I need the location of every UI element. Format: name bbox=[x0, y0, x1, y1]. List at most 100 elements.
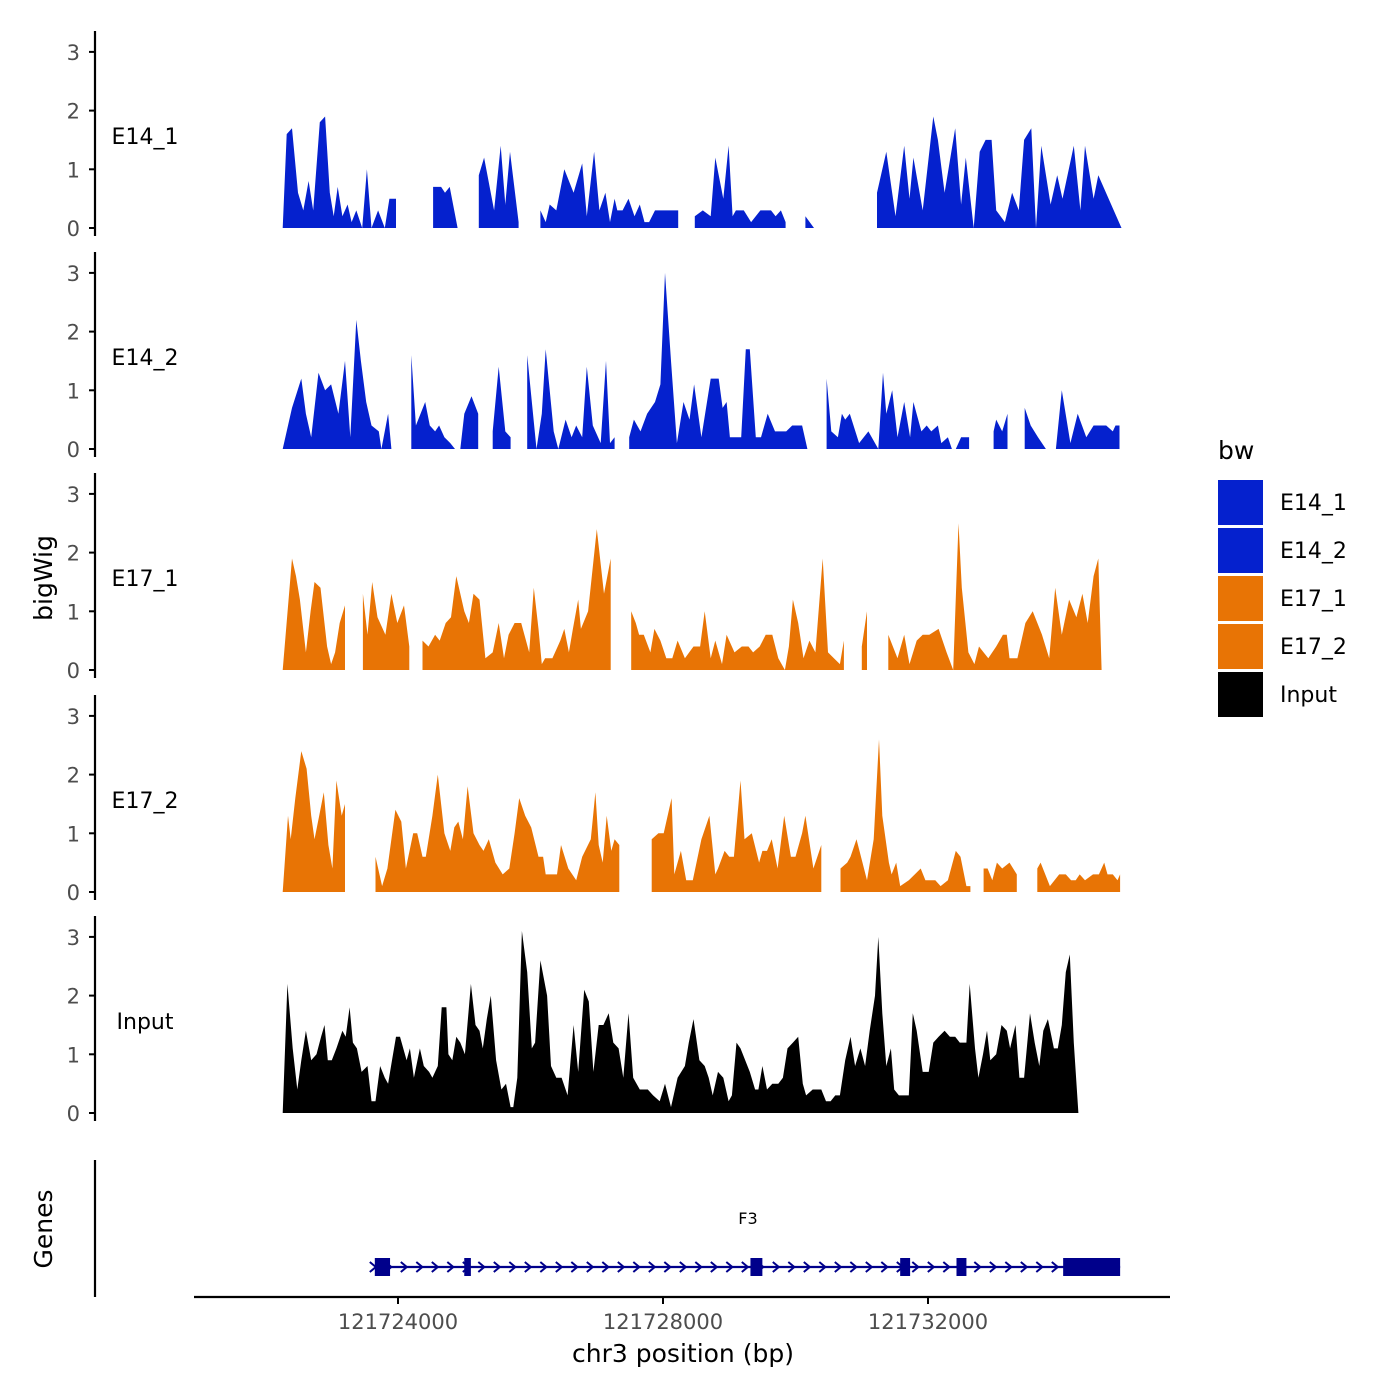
track-Input: 0 1 2 3 Input bbox=[67, 916, 1083, 1126]
strand-arrow bbox=[1051, 1261, 1060, 1273]
track-label: E14_2 bbox=[112, 346, 179, 371]
track-E17_1: 0 1 2 3 E17_1 bbox=[67, 473, 1102, 683]
strand-arrow bbox=[648, 1261, 657, 1273]
y-tick-label: 2 bbox=[67, 985, 80, 1009]
coverage-tracks: 0 1 2 3 E14_1 0 1 2 3 E14_2 0 1 2 3 E17_1 0 1 2 3 E17_2 0 1 2 3… bbox=[67, 31, 1122, 1126]
strand-arrow bbox=[431, 1261, 440, 1273]
y-tick-label: 0 bbox=[67, 659, 80, 683]
coverage-area bbox=[282, 272, 1120, 449]
exon-block bbox=[956, 1258, 967, 1276]
strand-arrow bbox=[477, 1261, 486, 1273]
strand-arrow bbox=[725, 1261, 734, 1273]
legend-swatch-Input bbox=[1218, 672, 1263, 717]
strand-arrow bbox=[617, 1261, 626, 1273]
gene-name-label: F3 bbox=[738, 1209, 757, 1228]
y-axis-title: bigWig bbox=[29, 535, 58, 621]
y-tick-label: 2 bbox=[67, 100, 80, 124]
strand-arrow bbox=[803, 1261, 812, 1273]
y-tick-label: 1 bbox=[67, 822, 80, 846]
legend-label: Input bbox=[1280, 683, 1337, 708]
strand-arrow bbox=[663, 1261, 672, 1273]
strand-arrow bbox=[710, 1261, 719, 1273]
strand-arrow bbox=[446, 1261, 455, 1273]
exon-block bbox=[750, 1258, 763, 1276]
legend-label: E17_1 bbox=[1280, 587, 1347, 612]
strand-arrow bbox=[911, 1261, 920, 1273]
track-E14_2: 0 1 2 3 E14_2 bbox=[67, 252, 1120, 462]
strand-arrow bbox=[1004, 1261, 1013, 1273]
strand-arrow bbox=[741, 1261, 750, 1273]
x-axis: 121724000 121728000 121732000 bbox=[194, 1295, 1170, 1334]
strand-arrow bbox=[772, 1261, 781, 1273]
legend-label: E17_2 bbox=[1280, 635, 1347, 660]
strand-arrow bbox=[880, 1261, 889, 1273]
exon-block bbox=[900, 1258, 911, 1276]
strand-arrow bbox=[834, 1261, 843, 1273]
strand-arrow bbox=[865, 1261, 874, 1273]
x-tick-label: 121724000 bbox=[338, 1310, 458, 1334]
exon-block bbox=[464, 1258, 471, 1276]
strand-arrow bbox=[927, 1261, 936, 1273]
track-E14_1: 0 1 2 3 E14_1 bbox=[67, 31, 1122, 241]
legend-swatch-E14_1 bbox=[1218, 480, 1263, 525]
strand-arrow bbox=[694, 1261, 703, 1273]
y-tick-label: 1 bbox=[67, 379, 80, 403]
legend-swatch-E17_1 bbox=[1218, 576, 1263, 621]
y-tick-label: 2 bbox=[67, 321, 80, 345]
strand-arrow bbox=[942, 1261, 951, 1273]
legend-title: bw bbox=[1218, 436, 1254, 465]
y-tick-label: 1 bbox=[67, 158, 80, 182]
coverage-area bbox=[282, 931, 1083, 1113]
strand-arrow bbox=[679, 1261, 688, 1273]
strand-arrow bbox=[787, 1261, 796, 1273]
x-tick-label: 121732000 bbox=[868, 1310, 988, 1334]
y-tick-label: 3 bbox=[67, 483, 80, 507]
exon-block bbox=[1063, 1258, 1121, 1276]
gene-track: F3 bbox=[93, 1160, 1121, 1297]
y-tick-label: 0 bbox=[67, 217, 80, 241]
legend-label: E14_2 bbox=[1280, 539, 1347, 564]
legend: bw E14_1 E14_2 E17_1 E17_2 Input bbox=[1218, 436, 1347, 717]
strand-arrow bbox=[415, 1261, 424, 1273]
coverage-area bbox=[282, 523, 1102, 670]
strand-arrow bbox=[570, 1261, 579, 1273]
legend-swatch-E17_2 bbox=[1218, 624, 1263, 669]
strand-arrow bbox=[586, 1261, 595, 1273]
y-tick-label: 1 bbox=[67, 1043, 80, 1067]
coverage-area bbox=[282, 739, 1121, 892]
y-tick-label: 3 bbox=[67, 705, 80, 729]
exon-block bbox=[374, 1258, 391, 1276]
y-tick-label: 3 bbox=[67, 41, 80, 65]
y-tick-label: 0 bbox=[67, 1102, 80, 1126]
track-label: Input bbox=[117, 1010, 174, 1035]
strand-arrow bbox=[601, 1261, 610, 1273]
strand-arrow bbox=[555, 1261, 564, 1273]
legend-label: E14_1 bbox=[1280, 491, 1347, 516]
strand-arrow bbox=[1035, 1261, 1044, 1273]
strand-arrow bbox=[973, 1261, 982, 1273]
track-label: E17_1 bbox=[112, 567, 179, 592]
strand-arrow bbox=[989, 1261, 998, 1273]
y-tick-label: 1 bbox=[67, 600, 80, 624]
strand-arrow bbox=[400, 1261, 409, 1273]
legend-swatch-E14_2 bbox=[1218, 528, 1263, 573]
track-E17_2: 0 1 2 3 E17_2 bbox=[67, 695, 1121, 905]
y-tick-label: 2 bbox=[67, 764, 80, 788]
y-tick-label: 3 bbox=[67, 926, 80, 950]
x-axis-title: chr3 position (bp) bbox=[572, 1339, 794, 1368]
strand-arrow bbox=[493, 1261, 502, 1273]
y-tick-label: 0 bbox=[67, 881, 80, 905]
strand-arrow bbox=[524, 1261, 533, 1273]
y-tick-label: 2 bbox=[67, 542, 80, 566]
track-label: E17_2 bbox=[112, 789, 179, 814]
coverage-area bbox=[282, 116, 1122, 228]
y-tick-label: 3 bbox=[67, 262, 80, 286]
strand-arrow bbox=[539, 1261, 548, 1273]
x-tick-label: 121728000 bbox=[603, 1310, 723, 1334]
strand-arrow bbox=[508, 1261, 517, 1273]
strand-arrow bbox=[1020, 1261, 1029, 1273]
gene-track-title: Genes bbox=[29, 1189, 58, 1268]
strand-arrow bbox=[632, 1261, 641, 1273]
strand-arrow bbox=[849, 1261, 858, 1273]
